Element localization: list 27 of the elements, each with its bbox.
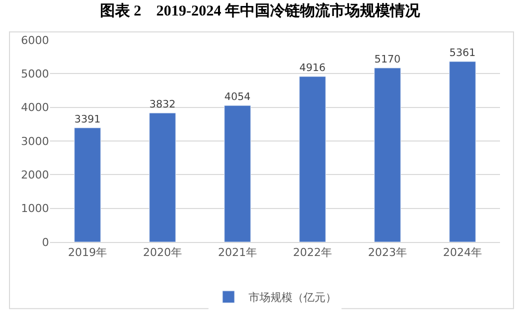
x-tick-label: 2024年 <box>443 246 482 260</box>
data-label: 4054 <box>224 90 251 103</box>
legend-label: 市场规模（亿元） <box>248 291 336 304</box>
bar <box>149 112 176 242</box>
y-tick-label: 2000 <box>21 168 49 182</box>
bar <box>374 68 401 242</box>
bar <box>449 61 476 242</box>
data-label: 5170 <box>374 53 401 66</box>
x-tick-label: 2023年 <box>368 246 407 260</box>
y-tick-label: 1000 <box>21 202 49 216</box>
x-tick-label: 2020年 <box>143 246 182 260</box>
x-tick-label: 2022年 <box>293 246 332 260</box>
data-label: 5361 <box>449 46 476 59</box>
x-tick-label: 2021年 <box>218 246 257 260</box>
y-tick-label: 3000 <box>21 134 49 148</box>
y-tick-label: 5000 <box>21 68 49 81</box>
chart-title: 图表 2 2019-2024 年中国冷链物流市场规模情况 <box>100 1 421 20</box>
x-tick-label: 2019年 <box>68 246 107 260</box>
data-label: 3832 <box>149 98 176 110</box>
y-tick-label: 0 <box>42 236 49 249</box>
bar <box>299 76 326 242</box>
y-tick-label: 6000 <box>21 34 49 47</box>
data-label: 3391 <box>74 113 101 126</box>
bar <box>224 105 251 242</box>
bar <box>74 128 101 242</box>
data-label: 4916 <box>299 62 326 74</box>
y-tick-label: 4000 <box>21 101 49 114</box>
